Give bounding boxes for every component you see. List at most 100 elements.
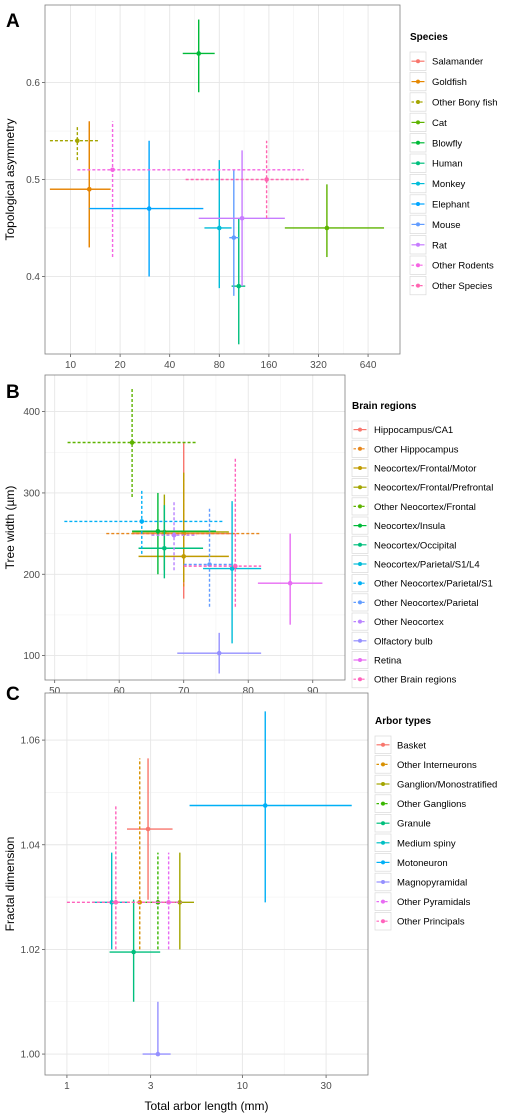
legend-label: Granule (397, 819, 431, 830)
data-point (86, 186, 92, 192)
legend-label: Other Principals (397, 917, 465, 928)
legend-label: Mouse (432, 220, 461, 231)
legend-label: Monkey (432, 179, 466, 190)
legend-item: Basket (374, 735, 426, 754)
legend: Arbor types Basket Other Interneurons Gangl… (374, 716, 497, 931)
legend-item: Mouse (409, 214, 461, 234)
legend-item: Other Brain regions (351, 670, 457, 689)
legend-point (381, 860, 385, 865)
legend-item: Other Species (409, 276, 492, 296)
legend-item: Neocortex/Parietal/S1/L4 (351, 555, 480, 573)
legend-label: Other Neocortex (374, 617, 444, 628)
legend-label: Other Ganglions (397, 799, 466, 810)
legend-title: Species (410, 32, 448, 43)
plot-background (45, 693, 368, 1075)
data-point (264, 177, 269, 182)
data-point (129, 440, 135, 445)
legend-label: Other Interneurons (397, 760, 477, 771)
y-tick-label: 0.5 (26, 175, 40, 186)
legend-label: Ganglion/Monostratified (397, 780, 497, 791)
data-point (196, 51, 202, 56)
data-point (236, 283, 242, 289)
legend-point (358, 523, 362, 528)
data-point (177, 900, 183, 905)
panel-b: B5060708090100200300400Average bifurcati… (3, 374, 493, 710)
data-point (155, 528, 161, 534)
legend-label: Elephant (432, 200, 470, 211)
data-point (216, 650, 222, 656)
legend-point (358, 466, 362, 470)
legend-point (381, 880, 385, 884)
legend-point (416, 181, 420, 186)
legend-item: Hippocampus/CA1 (351, 420, 453, 439)
x-tick-label: 80 (243, 686, 255, 697)
legend-label: Other Bony fish (432, 98, 497, 109)
data-point (145, 826, 151, 832)
legend-point (416, 79, 420, 84)
legend-item: Elephant (409, 194, 470, 214)
y-tick-label: 1.06 (21, 736, 41, 747)
series-neocortex-occipital (138, 505, 204, 579)
y-tick-label: 0.6 (26, 78, 40, 89)
legend-label: Goldfish (432, 77, 467, 88)
legend-point (358, 619, 362, 624)
series-other-species (185, 140, 309, 219)
x-tick-label: 30 (321, 1081, 333, 1092)
legend-point (381, 742, 385, 747)
series-other-principals (66, 805, 179, 950)
legend-label: Other Pyramidals (397, 897, 471, 908)
legend-point (381, 782, 385, 786)
legend-item: Other Hippocampus (351, 439, 459, 458)
legend-item: Other Neocortex/Frontal (351, 497, 476, 516)
legend-label: Neocortex/Occipital (374, 540, 456, 551)
series-magnopyramidal (142, 1001, 171, 1057)
legend-label: Neocortex/Frontal/Motor (374, 464, 476, 475)
x-tick-label: 40 (164, 360, 176, 371)
data-point (146, 206, 152, 211)
data-point (139, 519, 145, 524)
panel-letter: A (6, 11, 20, 32)
panel-letter: C (6, 684, 20, 705)
legend: Species Salamander Goldfish Other Bony fish… (409, 32, 497, 296)
legend-label: Motoneuron (397, 858, 448, 869)
x-tick-label: 90 (307, 686, 319, 697)
data-layer (49, 19, 385, 345)
series-other-neocortex (151, 501, 197, 571)
legend-label: Basket (397, 740, 426, 751)
plot-frame (44, 374, 346, 681)
y-tick-label: 400 (23, 407, 40, 418)
legend-item: Other Rodents (409, 255, 494, 275)
series-other-bony-fish (49, 126, 100, 161)
y-tick-label: 200 (23, 570, 40, 581)
legend-label: Neocortex/Frontal/Prefrontal (374, 483, 493, 494)
legend-label: Other Hippocampus (374, 444, 459, 455)
legend-point (358, 446, 362, 451)
legend-item: Neocortex/Frontal/Prefrontal (351, 478, 493, 497)
data-point (181, 554, 187, 559)
legend-item: Goldfish (409, 72, 467, 92)
legend-item: Neocortex/Occipital (351, 535, 456, 554)
legend-label: Neocortex/Parietal/S1/L4 (374, 560, 480, 571)
legend-title: Arbor types (375, 716, 432, 727)
legend-point (381, 919, 385, 924)
legend-point (358, 542, 362, 547)
legend-item: Other Neocortex (351, 612, 444, 631)
legend-item: Motoneuron (374, 853, 448, 872)
legend-title: Brain regions (352, 401, 417, 412)
series-other-neocortex-frontal (67, 388, 197, 497)
data-point (113, 900, 119, 905)
data-point (324, 225, 330, 231)
panel-c: C 1 3 10 30 1.00 1.02 1.04 1.06 Total arbor lengt… (3, 684, 497, 1113)
y-tick-label: 1.02 (21, 945, 41, 956)
legend-point (358, 427, 362, 432)
x-tick-label: 70 (178, 686, 190, 697)
data-point (229, 566, 235, 571)
legend-item: Blowfly (409, 133, 462, 153)
legend-label: Human (432, 159, 463, 170)
series-granule (109, 899, 161, 1002)
legend-point (358, 581, 362, 586)
legend-item: Neocortex/Insula (351, 516, 446, 535)
legend-point (381, 801, 385, 806)
